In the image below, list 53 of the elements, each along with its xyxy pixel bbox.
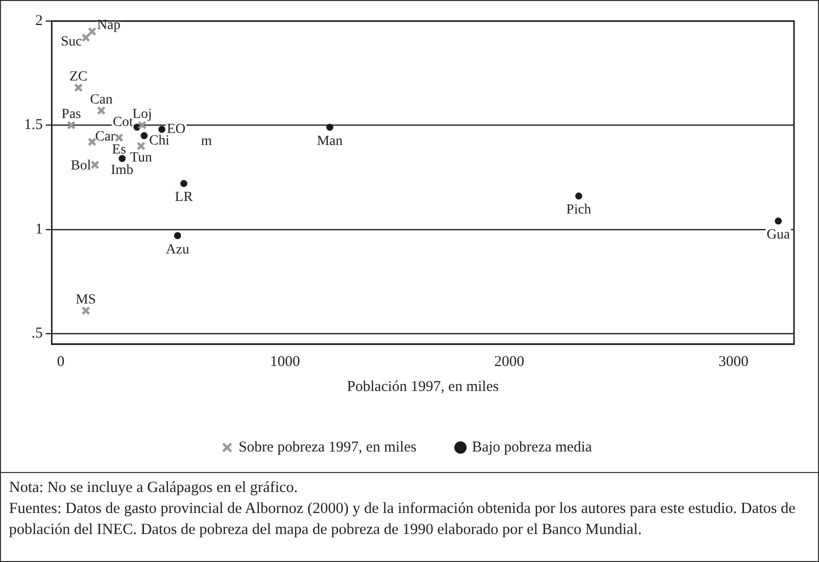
annotation: Es	[112, 142, 126, 158]
x-tick-label: 3000	[718, 354, 748, 370]
point	[81, 33, 90, 42]
point	[575, 192, 582, 200]
point	[174, 232, 182, 240]
annotation: Can	[90, 92, 113, 108]
point	[138, 120, 147, 130]
legend-label: Bajo pobreza media	[472, 439, 592, 456]
point	[74, 83, 83, 92]
annotation: Azu	[166, 242, 190, 258]
point	[88, 137, 97, 146]
annotation: MS	[76, 292, 96, 308]
point	[96, 106, 106, 116]
point	[136, 142, 146, 150]
point	[118, 155, 126, 162]
annotation: Man	[316, 134, 343, 149]
point	[114, 133, 124, 142]
y-tick-label: 1	[35, 221, 43, 238]
x-tick-label: 2000	[494, 354, 524, 370]
annotation: Imb	[110, 163, 134, 178]
annotation: m	[201, 134, 212, 150]
annotation: Bol	[70, 158, 92, 174]
y-tick-label: .5	[32, 326, 43, 342]
annotation: LR	[174, 190, 194, 206]
annotation: Pas	[62, 106, 81, 122]
annotation: Gua	[766, 228, 791, 243]
point	[774, 218, 782, 225]
y-tick-label: 1.5	[24, 117, 43, 134]
x-tick-label: 0	[56, 354, 64, 370]
source-note: Fuentes: Datos de gasto provincial de Albornoz (2000) y de la información obtenida por los autores para este estudio. Datos de población del INEC. Datos de pobreza del mapa de pobreza de 1990 elaborado por el Banco Mundial.	[9, 499, 796, 540]
point	[326, 124, 334, 131]
point	[158, 126, 166, 133]
y-tick-label: 2	[35, 12, 43, 29]
annotation: Pich	[566, 202, 592, 218]
annotation: EO	[166, 122, 186, 138]
annotation: Loj	[132, 106, 152, 122]
x-tick-label: 1000	[270, 354, 300, 370]
legend-label: Sobre pobreza 1997, en miles	[238, 439, 417, 456]
annotation: Nap	[97, 18, 120, 34]
annotation: Chi	[149, 133, 170, 148]
x-axis-title: Población 1997, en miles	[347, 378, 499, 395]
point	[180, 180, 188, 188]
annotation: ZC	[69, 69, 88, 84]
point	[88, 26, 97, 36]
point	[81, 306, 90, 316]
text: Nota: No se incluye a Galápagos en el gráfico.	[9, 478, 299, 498]
annotation: Cot	[112, 114, 134, 130]
annotation: Suc	[60, 34, 82, 50]
point	[90, 160, 100, 170]
point	[140, 132, 148, 140]
point	[66, 120, 76, 130]
annotation: Tun	[130, 150, 152, 166]
annotation: Car	[95, 130, 116, 145]
